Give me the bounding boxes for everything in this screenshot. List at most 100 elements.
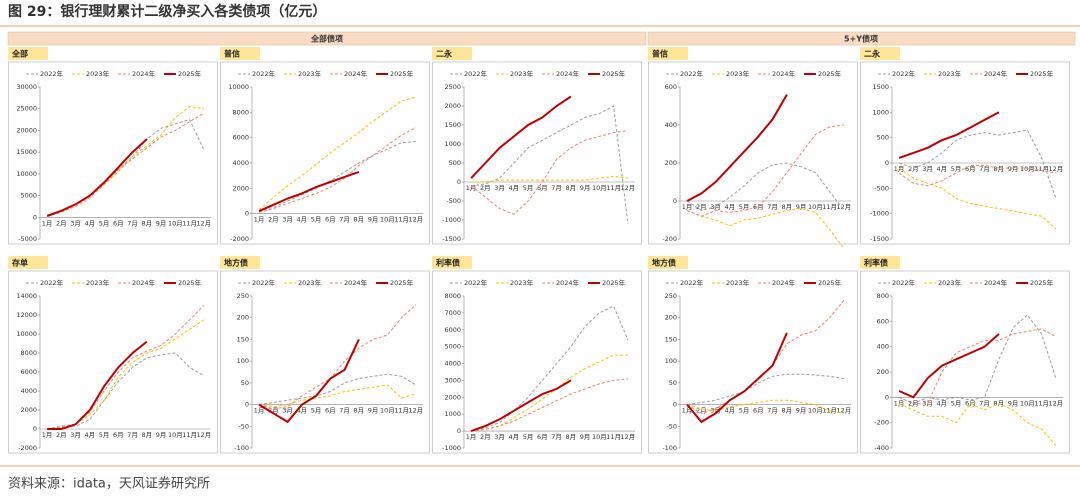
legend-label: 2025年 xyxy=(1030,278,1054,287)
y-tick-label: 3000 xyxy=(444,376,461,384)
y-tick-label: 0 xyxy=(33,425,37,433)
panel-title: 普信 xyxy=(652,49,668,59)
y-tick-label: 0 xyxy=(245,401,249,409)
x-tick-label: 8月 xyxy=(566,433,577,441)
x-tick-label: 1月 xyxy=(254,407,265,415)
series-line xyxy=(687,373,844,406)
x-tick-label: 8月 xyxy=(142,219,153,227)
y-tick-label: 30000 xyxy=(16,83,37,91)
y-tick-label: 5000 xyxy=(20,192,37,200)
y-tick-label: 1000 xyxy=(444,140,461,148)
legend-label: 2023年 xyxy=(510,278,534,287)
group-bar xyxy=(647,31,1076,46)
y-tick-label: 0 xyxy=(245,210,249,218)
legend-label: 2024年 xyxy=(556,69,580,78)
panel-label-box xyxy=(860,47,900,60)
y-tick-label: 400 xyxy=(877,343,889,351)
panel-label-bg xyxy=(220,47,430,60)
panel-label-box xyxy=(432,47,472,60)
x-tick-label: 1月 xyxy=(466,184,477,192)
y-tick-label: 1000 xyxy=(872,108,889,116)
y-tick-label: 100 xyxy=(237,357,249,365)
x-tick-label: 7月 xyxy=(551,184,562,192)
x-tick-label: 9月 xyxy=(1008,165,1019,173)
y-tick-label: 25000 xyxy=(16,105,37,113)
x-tick-label: 4月 xyxy=(509,433,520,441)
y-tick-label: -500 xyxy=(874,184,889,192)
x-tick-label: 9月 xyxy=(796,203,807,211)
x-tick-label: 5月 xyxy=(311,216,322,224)
x-tick-label: 7月 xyxy=(127,431,138,439)
y-tick-label: 7000 xyxy=(444,309,461,317)
y-tick-label: 500 xyxy=(449,159,461,167)
x-tick-label: 5月 xyxy=(739,203,750,211)
x-tick-label: 4月 xyxy=(85,431,96,439)
y-tick-label: 600 xyxy=(665,83,677,91)
x-tick-label: 3月 xyxy=(922,165,933,173)
y-tick-label: 4000 xyxy=(444,360,461,368)
panel-frame xyxy=(860,270,1070,454)
y-tick-label: -5000 xyxy=(18,235,37,243)
legend-label: 2023年 xyxy=(938,69,962,78)
series-line xyxy=(259,373,417,406)
x-tick-label: 12月 xyxy=(620,433,635,441)
y-tick-label: 600 xyxy=(877,317,889,325)
x-tick-label: 7月 xyxy=(767,203,778,211)
x-tick-label: 6月 xyxy=(325,407,336,415)
y-tick-label: 6000 xyxy=(232,134,249,142)
x-tick-label: 1月 xyxy=(894,165,905,173)
y-tick-label: 6000 xyxy=(444,326,461,334)
series-line xyxy=(471,378,628,432)
x-tick-label: 6月 xyxy=(965,165,976,173)
y-tick-label: 1000 xyxy=(444,410,461,418)
y-tick-label: -1000 xyxy=(442,216,461,224)
legend-label: 2023年 xyxy=(298,69,322,78)
y-tick-label: -200 xyxy=(874,419,889,427)
legend-label: 2023年 xyxy=(86,278,110,287)
x-tick-label: 7月 xyxy=(127,219,138,227)
y-tick-label: 14000 xyxy=(16,292,37,300)
series-line xyxy=(470,305,629,432)
x-tick-label: 7月 xyxy=(339,216,350,224)
legend-label: 2025年 xyxy=(602,278,626,287)
panel-title: 利率债 xyxy=(435,258,460,268)
y-tick-label: 400 xyxy=(665,121,677,129)
series-line xyxy=(46,112,205,217)
x-tick-label: 3月 xyxy=(282,407,293,415)
y-tick-label: 150 xyxy=(665,335,677,343)
y-tick-label: 200 xyxy=(237,314,249,322)
x-tick-label: 4月 xyxy=(85,219,96,227)
panel-label-box xyxy=(8,47,48,60)
x-tick-label: 2月 xyxy=(696,407,707,415)
x-tick-label: 12月 xyxy=(836,203,851,211)
series-line xyxy=(258,96,417,211)
legend-label: 2024年 xyxy=(772,278,796,287)
figure-title: 图 29：银行理财累计二级净买入各类债项（亿元） xyxy=(8,3,326,20)
x-tick-label: 1月 xyxy=(42,431,53,439)
series-line xyxy=(686,208,845,249)
legend-label: 2025年 xyxy=(818,278,842,287)
panel-label-bg xyxy=(432,47,642,60)
y-tick-label: 1500 xyxy=(444,121,461,129)
x-tick-label: 8月 xyxy=(354,407,365,415)
x-tick-label: 11月 xyxy=(1034,165,1049,173)
x-tick-label: 9月 xyxy=(1008,399,1019,407)
legend-label: 2024年 xyxy=(984,69,1008,78)
x-tick-label: 3月 xyxy=(494,184,505,192)
y-tick-label: 8000 xyxy=(444,292,461,300)
x-tick-label: 2月 xyxy=(268,407,279,415)
x-tick-label: 8月 xyxy=(782,407,793,415)
y-tick-label: 1500 xyxy=(872,83,889,91)
y-tick-label: 500 xyxy=(877,134,889,142)
x-tick-label: 5月 xyxy=(99,219,110,227)
legend-label: 2022年 xyxy=(892,278,916,287)
y-tick-label: 200 xyxy=(665,159,677,167)
y-tick-label: 8000 xyxy=(20,349,37,357)
x-tick-label: 11月 xyxy=(394,407,409,415)
panel-label-box xyxy=(432,256,472,269)
x-tick-label: 1月 xyxy=(254,216,265,224)
group-label: 全部债项 xyxy=(310,34,343,44)
x-tick-label: 2月 xyxy=(268,216,279,224)
x-tick-label: 3月 xyxy=(282,216,293,224)
